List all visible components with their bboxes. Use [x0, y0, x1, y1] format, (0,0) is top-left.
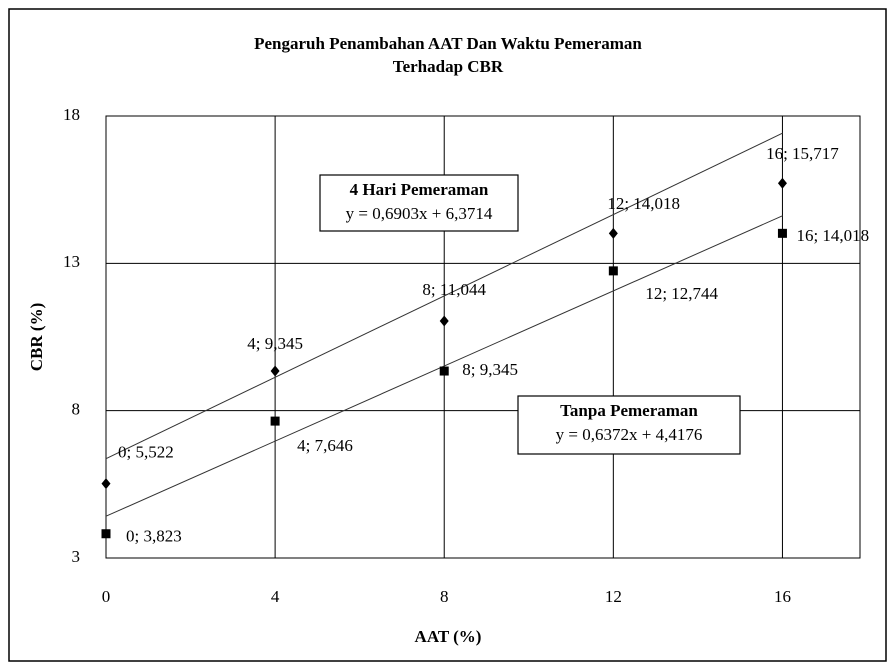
data-point [439, 366, 449, 376]
data-label: 12; 14,018 [607, 194, 680, 213]
data-point [608, 266, 618, 276]
y-axis-label: CBR (%) [27, 303, 46, 371]
data-point [777, 177, 787, 189]
x-axis-label: AAT (%) [415, 627, 482, 646]
data-label: 0; 5,522 [118, 443, 174, 462]
data-label: 8; 9,345 [462, 360, 518, 379]
data-point [101, 529, 111, 539]
data-label: 4; 7,646 [297, 436, 353, 455]
data-label: 0; 3,823 [126, 527, 182, 546]
x-tick-label: 0 [102, 587, 111, 606]
data-label: 12; 12,744 [645, 284, 718, 303]
data-point [608, 227, 618, 239]
data-label: 4; 9,345 [247, 334, 303, 353]
data-point [777, 228, 787, 238]
x-tick-label: 4 [271, 587, 280, 606]
legend-name: Tanpa Pemeraman [560, 401, 698, 420]
legend-box [517, 395, 741, 455]
x-tick-label: 12 [605, 587, 622, 606]
trendline [105, 215, 783, 517]
x-tick-label: 8 [440, 587, 449, 606]
y-tick-label: 3 [72, 547, 81, 566]
data-label: 16; 15,717 [766, 144, 839, 163]
data-point [101, 478, 111, 490]
x-tick-label: 16 [774, 587, 791, 606]
legend-name: 4 Hari Pemeraman [350, 180, 489, 199]
legend-box [319, 174, 519, 232]
data-point [439, 315, 449, 327]
trendline [105, 132, 783, 460]
trendline-equation: y = 0,6903x + 6,3714 [346, 204, 493, 223]
y-tick-label: 13 [63, 252, 80, 271]
chart-title: Terhadap CBR [393, 57, 504, 76]
data-label: 16; 14,018 [796, 226, 869, 245]
y-tick-label: 18 [63, 105, 80, 124]
trendline-equation: y = 0,6372x + 4,4176 [556, 425, 703, 444]
chart-title: Pengaruh Penambahan AAT Dan Waktu Pemera… [254, 34, 642, 53]
data-point [270, 416, 280, 426]
data-point [270, 365, 280, 377]
y-tick-label: 8 [72, 400, 81, 419]
data-label: 8; 11,044 [422, 280, 486, 299]
